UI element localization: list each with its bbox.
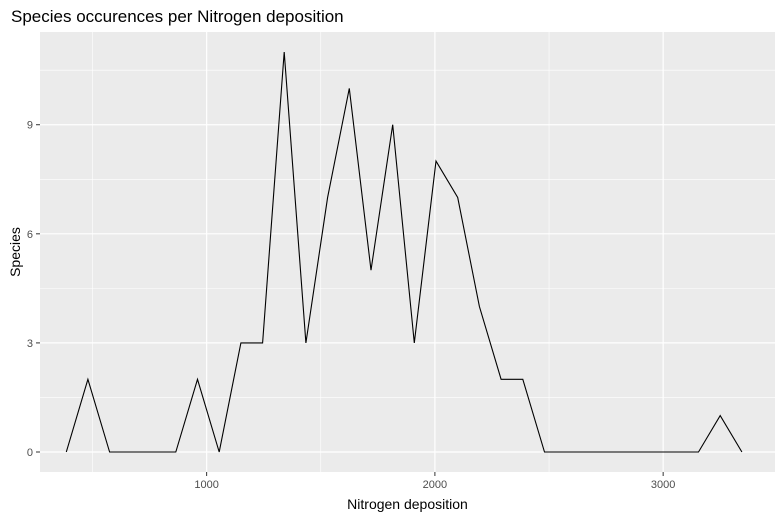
y-tick-label: 3: [27, 338, 33, 350]
y-axis-ticks: 0 3 6 9: [27, 120, 40, 459]
x-axis-ticks: 1000 2000 3000: [194, 472, 675, 491]
chart-title: Species occurences per Nitrogen depositi…: [11, 7, 344, 26]
y-axis-title: Species: [7, 227, 23, 277]
x-tick-label: 3000: [651, 479, 675, 491]
x-tick-label: 2000: [423, 479, 447, 491]
y-tick-label: 6: [27, 229, 33, 241]
plot-panel: [40, 32, 775, 472]
x-axis-title: Nitrogen deposition: [347, 496, 468, 512]
minor-gridlines: [40, 32, 775, 472]
y-tick-label: 0: [27, 447, 33, 459]
x-tick-label: 1000: [194, 479, 218, 491]
species-line: [65, 51, 743, 453]
series-layer: [65, 51, 743, 453]
y-tick-label: 9: [27, 120, 33, 132]
